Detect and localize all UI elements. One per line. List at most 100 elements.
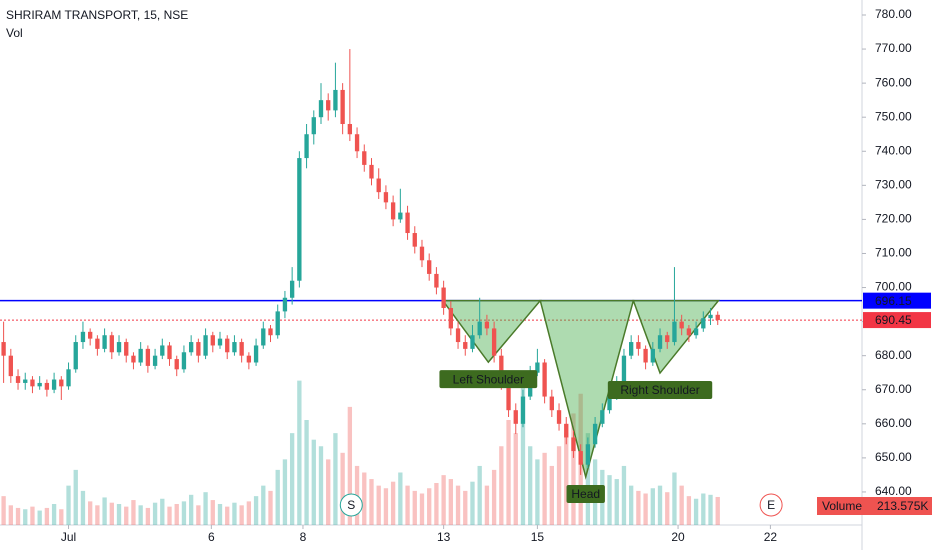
candle-body: [109, 335, 114, 353]
volume-bar: [693, 498, 699, 525]
volume-bar: [708, 494, 713, 525]
x-tick-label: 20: [671, 530, 685, 544]
candle-body: [261, 328, 266, 346]
candle-body: [556, 410, 562, 424]
volume-bar: [499, 446, 504, 525]
volume-bar: [102, 497, 107, 525]
event-marker: [759, 493, 783, 517]
price-label: 690.45: [875, 313, 912, 327]
volume-bar: [463, 490, 468, 525]
candle-body: [116, 342, 122, 353]
x-tick-label: 8: [300, 530, 307, 544]
volume-bar: [383, 488, 389, 525]
candle-body: [138, 348, 143, 363]
volume-bar: [304, 420, 309, 525]
candle-body: [600, 410, 605, 424]
volume-bar: [455, 485, 461, 525]
volume-bar: [66, 485, 71, 525]
y-tick-label: 650.00: [875, 450, 912, 464]
candle-body: [268, 328, 273, 336]
volume-bar: [59, 509, 64, 525]
price-label: 696.15: [875, 294, 912, 308]
candle-body: [419, 246, 425, 261]
candle-body: [679, 321, 684, 329]
candle-body: [333, 89, 338, 111]
volume-bar: [95, 505, 100, 525]
volume-bar: [131, 500, 136, 525]
volume-bar: [369, 479, 374, 525]
volume-bar: [614, 479, 619, 525]
volume-legend-value: 213.575K: [877, 499, 928, 513]
candle-body: [571, 437, 576, 452]
candle-body: [124, 342, 129, 356]
pattern-triangle: [441, 299, 542, 364]
candle-body: [311, 117, 316, 135]
y-tick-label: 750.00: [875, 109, 912, 123]
volume-bar: [434, 483, 439, 525]
volume-bar: [398, 472, 403, 525]
candle-body: [253, 345, 259, 363]
candle-body: [1, 342, 6, 356]
y-tick-label: 730.00: [875, 178, 912, 192]
candle-body: [289, 280, 295, 298]
volume-bar: [318, 446, 324, 525]
candle-body: [592, 423, 598, 445]
volume-bar: [629, 485, 634, 525]
volume-bar: [188, 494, 194, 525]
pattern-label: Right Shoulder: [620, 383, 699, 397]
volume-bar: [419, 493, 425, 525]
volume-bar: [585, 433, 591, 525]
y-tick-label: 680.00: [875, 348, 912, 362]
candle-body: [145, 348, 151, 366]
candle-body: [607, 396, 612, 411]
candle-body: [217, 338, 223, 346]
candle-body: [701, 318, 706, 329]
candle-body: [506, 382, 511, 411]
event-label: E: [767, 498, 775, 512]
candle-body: [686, 328, 692, 336]
candle-body: [513, 410, 518, 424]
volume-bar: [427, 488, 432, 525]
candle-body: [275, 311, 280, 336]
candle-body: [376, 178, 381, 193]
candle-body: [398, 212, 403, 220]
volume-bar: [275, 469, 280, 525]
candle-body: [629, 342, 634, 356]
volume-bar: [513, 433, 518, 525]
volume-bar: [491, 469, 497, 525]
candle-body: [326, 100, 331, 111]
volume-bar: [44, 507, 50, 525]
volume-bar: [311, 439, 316, 525]
candle-body: [354, 134, 360, 152]
volume-bar: [535, 459, 540, 525]
candle-body: [174, 359, 179, 370]
volume-bar: [643, 493, 648, 525]
x-tick-label: 22: [764, 530, 778, 544]
volume-bar: [167, 506, 172, 525]
candle-body: [44, 382, 50, 390]
candle-body: [621, 355, 627, 383]
volume-bar: [405, 485, 410, 525]
volume-bar: [528, 446, 533, 525]
y-tick-label: 660.00: [875, 416, 912, 430]
chart-title: SHRIRAM TRANSPORT, 15, NSE: [6, 8, 188, 22]
volume-bar: [715, 496, 720, 525]
pattern-label: Head: [571, 487, 600, 501]
volume-bar: [470, 481, 475, 525]
volume-bar: [282, 459, 288, 525]
candle-body: [693, 328, 699, 336]
x-tick-label: 6: [208, 530, 215, 544]
volume-bar: [376, 485, 381, 525]
volume-bar: [51, 504, 57, 525]
y-tick-label: 670.00: [875, 382, 912, 396]
price-label-box: [863, 312, 931, 329]
candle-body: [455, 328, 461, 343]
volume-bar: [145, 507, 151, 525]
volume-bar: [441, 475, 446, 525]
candle-body: [708, 314, 713, 319]
candle-body: [477, 321, 482, 336]
candle-body: [73, 342, 78, 370]
volume-bar: [448, 479, 454, 525]
volume-bar: [650, 488, 655, 525]
candle-body: [167, 345, 172, 360]
